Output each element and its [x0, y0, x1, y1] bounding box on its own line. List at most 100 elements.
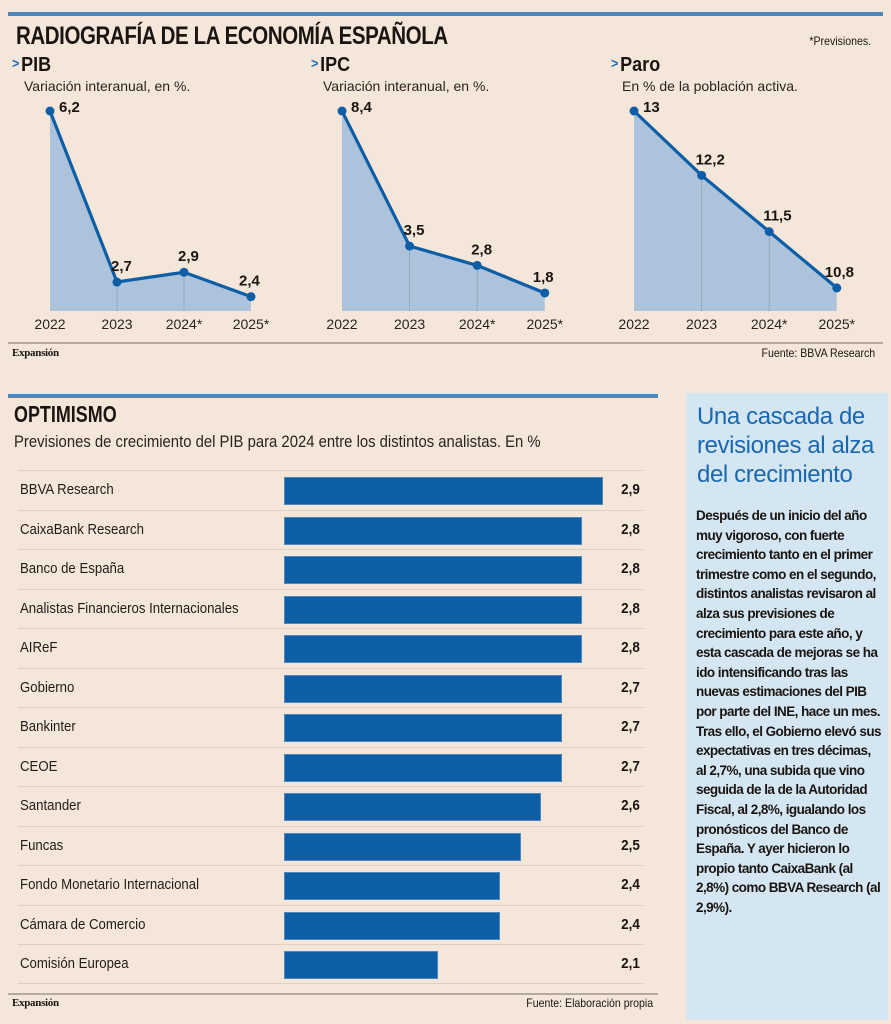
top-accent-rule [8, 12, 883, 16]
bar-value-label: 2,8 [621, 520, 640, 538]
data-label: 13 [643, 99, 660, 116]
bar-row: CaixaBank Research 2,8 [18, 509, 644, 549]
data-label: 11,5 [763, 208, 791, 225]
data-point [179, 267, 189, 277]
bar-value-label: 2,4 [621, 915, 640, 933]
bar [284, 556, 583, 584]
bar-row: Funcas 2,5 [18, 825, 644, 865]
sidebar-body-text: Después de un inicio del año muy vigoros… [696, 508, 882, 915]
data-label: 8,4 [351, 99, 373, 116]
x-tick-label: 2023 [686, 316, 717, 332]
x-tick-label: 2024* [751, 316, 788, 332]
bar-row: Analistas Financieros Internacionales 2,8 [18, 588, 644, 628]
bar [284, 911, 501, 940]
data-label: 2,4 [239, 273, 261, 290]
pib-area-fill [50, 111, 251, 311]
x-tick-label: 2024* [459, 316, 496, 332]
data-point [405, 241, 415, 251]
bar-category-label: AIReF [20, 639, 58, 656]
bar-category-label: Banco de España [20, 560, 125, 577]
bar [284, 635, 583, 663]
bar-category-label: Analistas Financieros Internacionales [20, 599, 239, 617]
data-point [45, 106, 55, 116]
data-point [629, 106, 639, 116]
bar-row: Comisión Europea 2,1 [18, 944, 644, 983]
section-accent-rule [8, 394, 658, 398]
bar-value-label: 2,1 [621, 955, 640, 972]
chevron-right-icon: > [611, 55, 619, 71]
bar-row: Bankinter 2,7 [18, 707, 644, 746]
bar-row: AIReF 2,8 [18, 628, 644, 667]
pib-chart-subtitle: Variación interanual, en %. [24, 78, 191, 94]
pib-title-text: PIB [21, 54, 52, 76]
forecast-note: *Previsiones. [809, 34, 871, 48]
bar [284, 477, 603, 505]
bar [284, 753, 562, 782]
bar-row: Banco de España 2,8 [18, 549, 644, 588]
bar-category-label: Cámara de Comercio [20, 915, 146, 933]
bar-value-label: 2,7 [621, 678, 640, 696]
x-tick-label: 2022 [618, 316, 649, 332]
ipc-title-text: IPC [320, 54, 351, 76]
ipc-series-line [340, 110, 546, 295]
ipc-chart-subtitle: Variación interanual, en %. [323, 78, 490, 94]
top-footer-rule [8, 342, 883, 344]
paro-title-text: Paro [620, 54, 661, 76]
bar-row: Gobierno 2,7 [18, 667, 644, 707]
pib-area-chart: 6,2 2,7 2,9 2,4 2022 2023 2024* 2025* [34, 99, 270, 332]
bar-category-label: Bankinter [20, 718, 76, 735]
data-point [246, 292, 256, 302]
bar-category-label: Funcas [20, 836, 64, 854]
data-label: 12,2 [696, 151, 725, 168]
bar-row: Santander 2,6 [18, 786, 644, 825]
source-top: Fuente: BBVA Research [761, 346, 875, 360]
data-label: 10,8 [825, 264, 854, 281]
x-tick-label: 2025* [233, 316, 270, 332]
infographic-title: RADIOGRAFÍA DE LA ECONOMÍA ESPAÑOLA [16, 22, 448, 50]
x-tick-label: 2025* [527, 316, 564, 332]
bar-category-label: Gobierno [20, 678, 75, 696]
x-tick-label: 2023 [394, 316, 425, 332]
bar-row: Fondo Monetario Internacional 2,4 [18, 865, 644, 904]
bar-value-label: 2,8 [621, 560, 640, 577]
x-tick-label: 2022 [34, 316, 65, 332]
data-label: 2,7 [111, 258, 132, 275]
paro-series-line [632, 109, 838, 290]
brand-logo-top: Expansión [12, 347, 59, 359]
brand-logo-bottom: Expansión [12, 997, 59, 1009]
bar-category-label: Santander [20, 797, 81, 814]
bar-row: Cámara de Comercio 2,4 [18, 904, 644, 944]
sidebar-article: Una cascada de revisiones al alza del cr… [686, 393, 888, 1020]
data-point [540, 288, 550, 298]
bottom-footer-rule [8, 993, 658, 995]
bar-category-label: BBVA Research [20, 481, 114, 498]
bar [284, 516, 583, 545]
bar-value-label: 2,7 [621, 757, 640, 775]
bar-value-label: 2,4 [621, 876, 640, 893]
bar-row: BBVA Research 2,9 [18, 470, 644, 509]
ipc-chart-title: >IPC [311, 54, 350, 77]
bar-category-label: CEOE [20, 757, 58, 775]
data-point [337, 106, 347, 116]
bar-row: CEOE 2,7 [18, 746, 644, 786]
data-label: 1,8 [533, 269, 554, 286]
bar [284, 674, 562, 703]
data-point [697, 170, 707, 180]
x-tick-label: 2025* [819, 316, 856, 332]
data-point [832, 283, 842, 293]
bar [284, 872, 501, 900]
data-point [112, 277, 122, 287]
paro-area-chart: 13 12,2 11,5 10,8 2022 2023 2024* 2025* [618, 99, 856, 332]
data-label: 3,5 [404, 222, 425, 239]
bar-chart-subtitle: Previsiones de crecimiento del PIB para … [14, 433, 541, 451]
ipc-area-fill [342, 111, 545, 311]
bar-value-label: 2,5 [621, 836, 640, 854]
data-label: 6,2 [59, 99, 80, 116]
bar-category-label: CaixaBank Research [20, 520, 144, 538]
bar [284, 714, 562, 742]
bar [284, 793, 542, 821]
bar-value-label: 2,9 [621, 481, 640, 498]
bar-value-label: 2,8 [621, 639, 640, 656]
x-tick-label: 2024* [166, 316, 203, 332]
bar-chart-title: OPTIMISMO [14, 401, 117, 427]
